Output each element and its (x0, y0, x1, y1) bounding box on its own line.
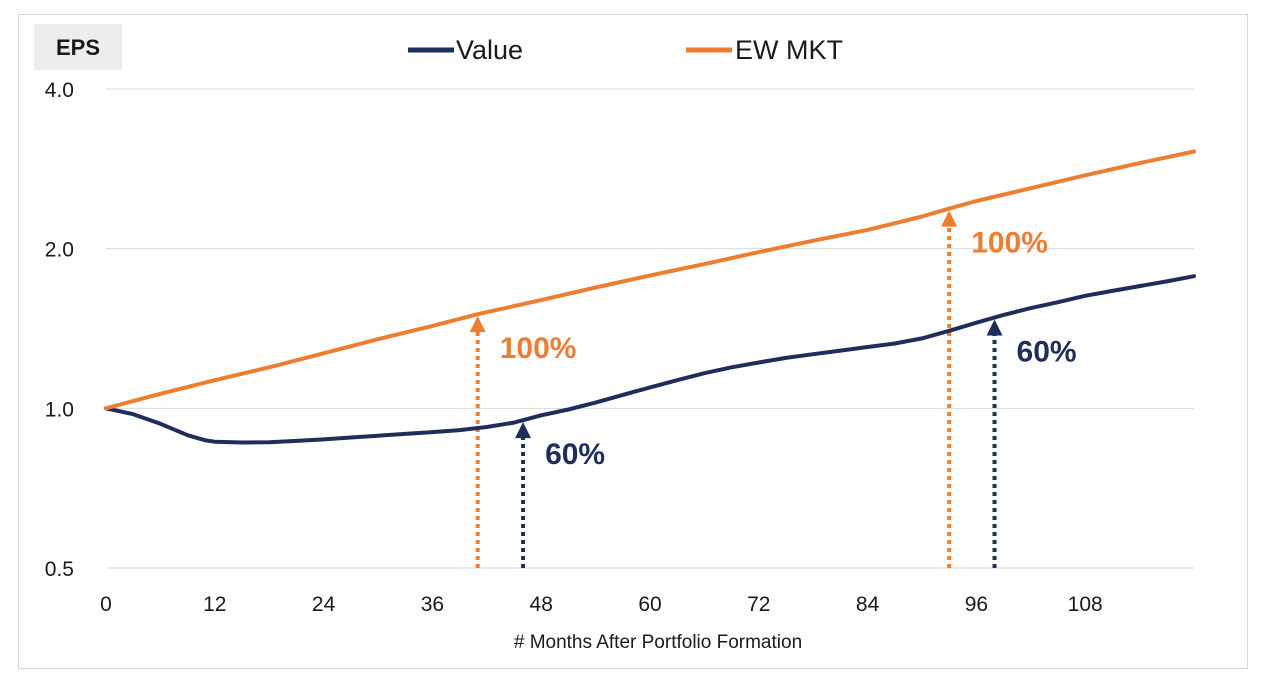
annotation-arrowhead (941, 210, 958, 227)
annotation-arrows (469, 210, 1003, 568)
x-tick-label: 84 (856, 593, 880, 616)
series-line-ew-mkt (104, 149, 1196, 411)
annotation-arrowhead (469, 316, 486, 333)
annotation-labels: 100% 60% 100% 60% (500, 227, 1077, 472)
y-tick-label: 0.5 (45, 558, 74, 581)
chart-frame (18, 14, 1248, 669)
annotation-arrowhead (515, 422, 532, 439)
x-tick-label: 48 (530, 593, 553, 616)
x-tick-label: 72 (747, 593, 770, 616)
series-line-value (104, 274, 1196, 445)
y-tick-label: 4.0 (45, 79, 74, 102)
ylabel-box (34, 24, 122, 70)
x-tick-label: 96 (965, 593, 988, 616)
annotation-label: 100% (971, 227, 1048, 260)
x-tick-label: 60 (638, 593, 661, 616)
x-axis-label: # Months After Portfolio Formation (514, 632, 802, 653)
gridlines (106, 88, 1194, 569)
y-tick-label: 1.0 (45, 398, 74, 421)
x-tick-label: 12 (203, 593, 226, 616)
annotation-label: 60% (545, 438, 605, 471)
series-lines (104, 149, 1196, 445)
legend-label-value: Value (456, 35, 523, 65)
x-tick-label: 36 (421, 593, 444, 616)
annotation-arrowhead (986, 319, 1003, 336)
x-tick-label: 24 (312, 593, 336, 616)
x-tick-label: 108 (1068, 593, 1103, 616)
legend: Value EW MKT (408, 35, 843, 65)
tick-labels: 0.5 1.0 2.0 4.0 0 12 24 36 48 60 72 84 96 108 (45, 79, 1103, 616)
annotation-label: 100% (500, 332, 577, 365)
y-tick-label: 2.0 (45, 239, 74, 262)
x-tick-label: 0 (100, 593, 112, 616)
legend-label-ew-mkt: EW MKT (735, 35, 843, 65)
y-axis-label: EPS (56, 35, 100, 60)
annotation-label: 60% (1017, 336, 1077, 369)
